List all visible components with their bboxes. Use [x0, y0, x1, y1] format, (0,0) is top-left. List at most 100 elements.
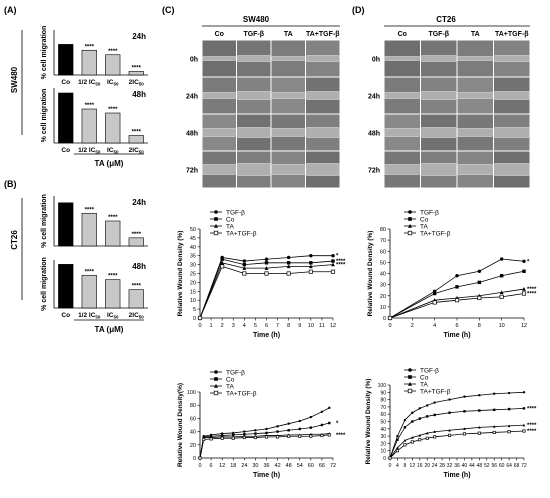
significance-label: **** [527, 423, 537, 429]
x-tick-label: 24 [241, 463, 247, 469]
x-tick-label: 4 [433, 323, 436, 329]
bar [105, 279, 121, 309]
y-tick-label: 80 [380, 398, 386, 404]
data-point [432, 300, 437, 305]
data-point [209, 437, 213, 441]
y-tick-label: 0 [193, 316, 196, 322]
x-tick-label: 12 [219, 463, 225, 469]
column-label: TA+TGF-β [306, 31, 340, 38]
y-tick-label: 60 [380, 249, 386, 255]
data-point [331, 262, 335, 267]
data-point [478, 409, 481, 412]
data-point [387, 315, 393, 321]
category-label: Co [61, 147, 70, 154]
data-point [286, 261, 291, 265]
legend-label: TGF-β [226, 369, 245, 376]
significance-label: **** [108, 215, 118, 221]
series-line [199, 434, 330, 459]
data-point [213, 390, 219, 396]
legend-label: TA [420, 223, 428, 230]
y-tick-label: 5 [193, 307, 196, 313]
data-point [197, 315, 203, 321]
data-point [214, 217, 218, 221]
column-label: TA+TGF-β [495, 31, 529, 38]
data-point [407, 230, 413, 236]
x-tick-label: 6 [210, 463, 213, 469]
y-axis-label: Relative Wound Density (%) [367, 231, 374, 317]
wound-gap [384, 56, 420, 61]
row-label: 24h [368, 94, 380, 101]
data-point [396, 438, 399, 441]
x-tick-label: 72 [330, 463, 336, 469]
y-tick-label: 40 [380, 427, 386, 433]
y-tick-label: 15 [190, 289, 196, 295]
legend-label: TA+TGF-β [420, 230, 451, 237]
data-point [478, 425, 481, 429]
category-label: Co [61, 79, 70, 86]
legend-label: TA+TGF-β [226, 230, 257, 237]
data-point [477, 269, 482, 273]
data-point [411, 411, 414, 414]
significance-label: **** [85, 103, 95, 109]
y-axis-label: Relative Wound Density (%) [177, 231, 184, 317]
row-label: 0h [372, 57, 380, 64]
bar [105, 220, 121, 247]
x-tick-label: 0 [198, 463, 201, 469]
series-line [389, 430, 525, 459]
legend-label: TA+TGF-β [420, 388, 451, 395]
wound-gap [494, 127, 530, 138]
x-tick-label: 9 [298, 323, 301, 329]
bar [105, 54, 121, 76]
x-tick-label: 56 [491, 463, 497, 469]
series-line [199, 433, 330, 459]
y-tick-label: 40 [190, 245, 196, 251]
column-label: TA [471, 31, 480, 38]
x-tick-label: 7 [276, 323, 279, 329]
data-point [426, 415, 429, 418]
data-point [331, 259, 335, 263]
line-chart-d: 0 2 4 6 8 10 12 0 10 20 30 40 50 60 70 80 Time (h) Relati… [367, 209, 537, 339]
data-point [264, 271, 269, 276]
data-point [499, 294, 504, 299]
wound-gap [457, 128, 493, 137]
line-chart-c: 0 1 2 3 4 5 6 7 8 9 10 11 1205101520253035404550Time… [177, 209, 346, 339]
data-point [264, 435, 269, 439]
legend-label: TGF-β [226, 209, 245, 216]
series-line [389, 424, 525, 459]
data-point [455, 274, 459, 278]
data-point [243, 433, 246, 436]
data-point [286, 271, 291, 276]
legend-label: Co [226, 376, 235, 383]
x-tick-label: 36 [263, 463, 269, 469]
data-point [328, 421, 331, 425]
data-point [214, 383, 218, 388]
category-label: IC50 [107, 147, 119, 155]
data-point [308, 264, 313, 269]
y-tick-label: 45 [190, 236, 196, 242]
data-point [499, 274, 504, 278]
y-tick-label: 50 [380, 420, 386, 426]
data-point [522, 259, 526, 263]
x-tick-label: 6 [455, 323, 458, 329]
wound-gap [237, 127, 271, 138]
y-axis-label: Relative Wound Density(%) [177, 383, 184, 467]
y-tick-label: 40 [190, 430, 196, 436]
bar [128, 71, 144, 76]
significance-label: **** [132, 65, 142, 71]
data-point [499, 290, 504, 295]
data-point [463, 427, 466, 430]
data-point [254, 432, 257, 435]
wound-gap [494, 163, 530, 176]
x-tick-label: 44 [469, 463, 475, 469]
bar [128, 135, 144, 144]
data-point [214, 210, 218, 214]
category-label: 1/2 IC50 [78, 79, 101, 87]
y-tick-label: 90 [380, 390, 386, 396]
data-point [220, 432, 224, 435]
wound-gap [202, 164, 236, 175]
data-point [433, 435, 437, 439]
data-point [231, 436, 235, 440]
column-label: TGF-β [428, 31, 449, 38]
x-axis-label: Time (h) [253, 472, 280, 479]
cell-line-label-b: CT26 [10, 230, 19, 250]
